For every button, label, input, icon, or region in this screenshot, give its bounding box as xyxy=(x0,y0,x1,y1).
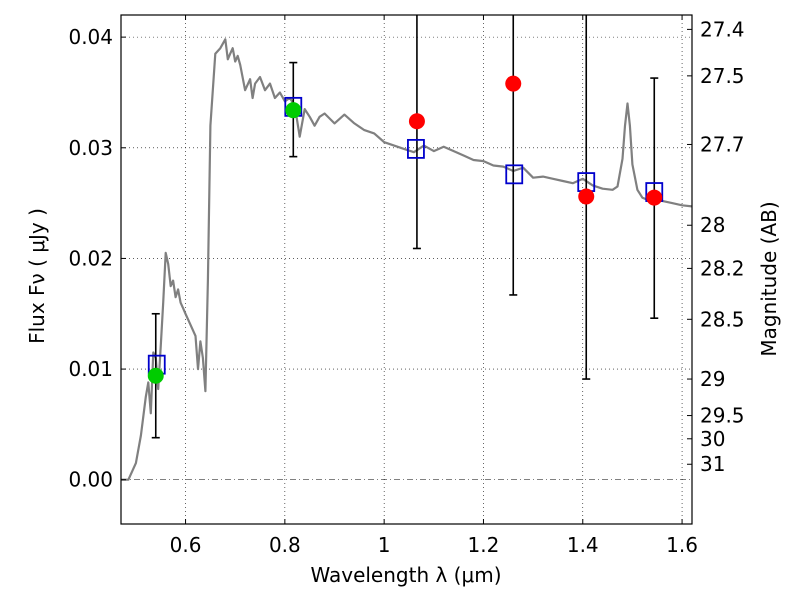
model-spectrum-line xyxy=(121,38,692,481)
right-tick-label: 27.4 xyxy=(700,17,745,41)
green-data-point xyxy=(147,367,164,384)
x-tick-label: 1.6 xyxy=(666,533,698,557)
right-tick-label: 30 xyxy=(700,427,725,451)
right-tick-label: 31 xyxy=(700,452,725,476)
right-tick-label: 28 xyxy=(700,213,725,237)
right-tick-label: 29 xyxy=(700,367,725,391)
y-tick-label: 0.00 xyxy=(68,468,113,492)
synthetic-square-point xyxy=(505,164,524,185)
x-tick-label: 1.2 xyxy=(468,533,500,557)
ticks: 0.6 0.8 1 1.2 1.4 1.6 0.00 0.01 0.02 0.03 0.04 27.4… xyxy=(68,15,745,557)
red-data-point xyxy=(505,75,522,92)
y-tick-label: 0.04 xyxy=(68,25,113,49)
right-tick-label: 28.2 xyxy=(700,256,745,280)
synthetic-square-point xyxy=(407,138,425,159)
x-axis-label: Wavelength λ (μm) xyxy=(310,563,501,587)
red-data-point xyxy=(646,189,663,206)
right-tick-label: 29.5 xyxy=(700,404,745,428)
y-tick-label: 0.02 xyxy=(68,246,113,270)
y-tick-label: 0.03 xyxy=(68,136,113,160)
axes-frame xyxy=(120,14,693,525)
red-data-point xyxy=(408,113,425,130)
right-tick-label: 27.5 xyxy=(700,64,745,88)
right-tick-label: 27.7 xyxy=(700,132,745,156)
grid xyxy=(121,15,692,524)
x-tick-label: 1.4 xyxy=(567,533,599,557)
y-axis-label: Flux Fν ( μJy ) xyxy=(25,208,49,344)
green-data-point xyxy=(285,102,302,119)
right-tick-label: 28.5 xyxy=(700,307,745,331)
x-tick-label: 0.8 xyxy=(269,533,301,557)
plot-area xyxy=(121,15,692,481)
red-data-point xyxy=(578,188,595,205)
x-tick-label: 0.6 xyxy=(170,533,202,557)
y-axis-right-label: Magnitude (AB) xyxy=(757,201,781,356)
y-tick-label: 0.01 xyxy=(68,357,113,381)
x-tick-label: 1 xyxy=(378,533,391,557)
